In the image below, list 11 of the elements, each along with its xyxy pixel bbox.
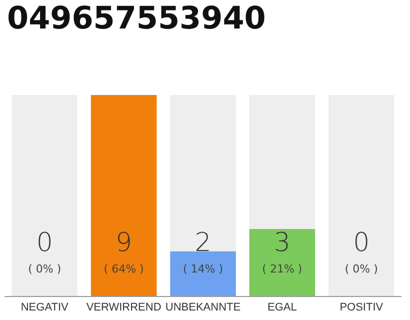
data-label: 2 ( 14% ) xyxy=(182,228,224,276)
data-label: 3 ( 21% ) xyxy=(262,228,302,276)
data-label: 9 ( 64% ) xyxy=(104,228,144,276)
data-label: 0 ( 0% ) xyxy=(28,228,62,276)
x-tick-label: NEGATIV xyxy=(20,302,69,314)
x-tick-label: VERWIRREND xyxy=(86,302,162,314)
x-tick-label: EGAL xyxy=(268,302,297,314)
x-tick-label: POSITIV xyxy=(340,302,384,314)
chart-title: 049657553940 xyxy=(7,0,266,36)
data-label: 0 ( 0% ) xyxy=(344,228,378,276)
x-tick-label: UNBEKANNTE xyxy=(165,302,241,314)
